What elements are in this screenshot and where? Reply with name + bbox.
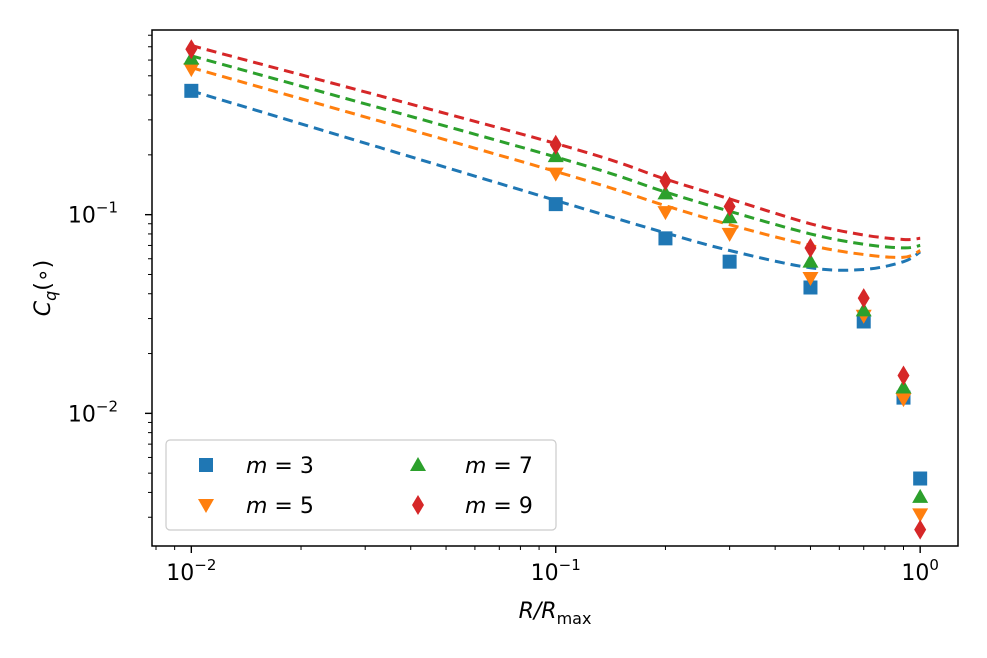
legend-label-m9: m = 9 xyxy=(465,494,533,519)
data-point-m9 xyxy=(857,288,870,309)
data-point-m5 xyxy=(802,272,819,287)
legend-markers xyxy=(198,457,426,515)
plot-frame xyxy=(151,29,959,547)
data-point-m3 xyxy=(658,231,673,246)
data-point-m3 xyxy=(184,83,199,98)
data-point-m7 xyxy=(912,488,929,503)
data-point-m9 xyxy=(185,39,198,60)
y-axis-label: Cq(∘) xyxy=(31,260,60,316)
data-point-m9 xyxy=(897,365,910,386)
legend-marker-m5 xyxy=(198,499,214,513)
legend-marker-m9 xyxy=(412,495,424,515)
data-point-m7 xyxy=(855,302,872,317)
data-point-m7 xyxy=(547,148,564,163)
legend-label-m7: m = 7 xyxy=(465,454,533,479)
legend: m = 3 m = 5 m = 7 m = 9 xyxy=(165,439,557,531)
data-point-m9 xyxy=(723,196,736,217)
data-point-m9 xyxy=(804,237,817,258)
fit-line-m3 xyxy=(190,89,922,272)
data-point-m7 xyxy=(802,253,819,268)
fit-line-m9 xyxy=(190,44,921,242)
legend-label-m3: m = 3 xyxy=(246,454,314,479)
data-point-m5 xyxy=(912,508,929,523)
legend-marker-m7 xyxy=(410,457,426,471)
data-point-m9 xyxy=(659,170,672,191)
legend-box xyxy=(165,439,557,531)
data-point-m3 xyxy=(913,471,928,486)
x-axis-ticks: 10−2 10−1 100 xyxy=(155,546,939,586)
data-point-m5 xyxy=(547,167,564,182)
data-point-m9 xyxy=(914,519,927,540)
data-point-m5 xyxy=(721,227,738,242)
data-point-m5 xyxy=(657,206,674,221)
legend-label-m5: m = 5 xyxy=(246,494,314,519)
data-point-m9 xyxy=(549,134,562,155)
legend-marker-m3 xyxy=(199,458,213,472)
data-point-m3 xyxy=(722,254,737,269)
data-point-m7 xyxy=(657,185,674,200)
fit-line-m7 xyxy=(190,54,921,250)
fit-lines xyxy=(190,44,922,272)
data-markers xyxy=(183,39,929,540)
fit-line-m5 xyxy=(190,66,921,259)
data-point-m3 xyxy=(803,280,818,295)
data-point-m5 xyxy=(895,393,912,408)
data-point-m3 xyxy=(548,197,563,212)
data-point-m7 xyxy=(895,379,912,394)
data-point-m5 xyxy=(183,63,200,78)
